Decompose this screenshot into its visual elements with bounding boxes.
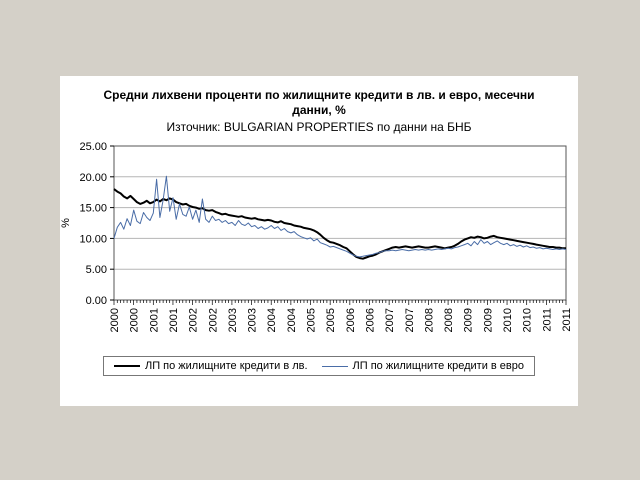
x-tick-label: 2003 [227, 308, 239, 332]
x-tick-label: 2000 [129, 308, 141, 332]
y-tick-label: 15.00 [79, 203, 107, 215]
chart-panel: Средни лихвени проценти по жилищните кре… [60, 76, 578, 406]
legend-item-lv: ЛП по жилищните кредити в лв. [113, 360, 308, 372]
legend-label-euro: ЛП по жилищните кредити в евро [352, 360, 524, 372]
x-tick-label: 2002 [188, 308, 200, 332]
x-tick-label: 2005 [306, 308, 318, 332]
x-tick-label: 2011 [561, 308, 573, 332]
x-tick-label: 2003 [247, 308, 259, 332]
x-tick-label: 2000 [109, 308, 121, 332]
x-tick-label: 2010 [502, 308, 514, 332]
y-tick-label: 25.00 [79, 141, 107, 153]
chart-title-line2: данни, % [292, 103, 346, 117]
chart-title-line1: Средни лихвени проценти по жилищните кре… [103, 88, 535, 102]
x-tick-label: 2001 [168, 308, 180, 332]
x-tick-label: 2004 [266, 308, 278, 332]
series-line-euro [113, 175, 567, 258]
chart-title: Средни лихвени проценти по жилищните кре… [60, 88, 578, 118]
legend-label-lv: ЛП по жилищните кредити в лв. [144, 360, 308, 372]
y-tick-label: 20.00 [79, 172, 107, 184]
y-tick-label: 10.00 [79, 233, 107, 245]
x-tick-label: 2004 [286, 308, 298, 332]
legend-item-euro: ЛП по жилищните кредити в евро [321, 360, 524, 372]
legend-box: ЛП по жилищните кредити в лв. ЛП по жили… [102, 356, 535, 376]
y-axis-title: % [60, 218, 72, 228]
y-tick-label: 0.00 [86, 295, 107, 307]
x-tick-label: 2006 [364, 308, 376, 332]
x-tick-label: 2010 [522, 308, 534, 332]
x-tick-label: 2008 [443, 308, 455, 332]
x-tick-label: 2009 [463, 308, 475, 332]
x-tick-label: 2008 [423, 308, 435, 332]
plot-svg: 0.00 5.00 10.00 15.00 20.00 25.00% 2000 2000 200… [60, 141, 573, 332]
x-tick-label: 2007 [384, 308, 396, 332]
series-line-lv [113, 188, 566, 260]
x-tick-label: 2005 [325, 308, 337, 332]
chart-subtitle: Източник: BULGARIAN PROPERTIES по данни … [166, 120, 472, 134]
plot-border [113, 145, 567, 301]
legend-line-euro-sample [321, 365, 348, 367]
x-tick-label: 2001 [148, 308, 160, 332]
legend-line-lv-sample [113, 365, 140, 367]
x-tick-label: 2007 [404, 308, 416, 332]
x-tick-label: 2011 [541, 308, 553, 332]
x-tick-label: 2009 [482, 308, 494, 332]
x-tick-label: 2006 [345, 308, 357, 332]
legend: ЛП по жилищните кредити в лв. ЛП по жили… [60, 356, 578, 376]
x-tick-label: 2002 [207, 308, 219, 332]
y-tick-label: 5.00 [86, 264, 107, 276]
